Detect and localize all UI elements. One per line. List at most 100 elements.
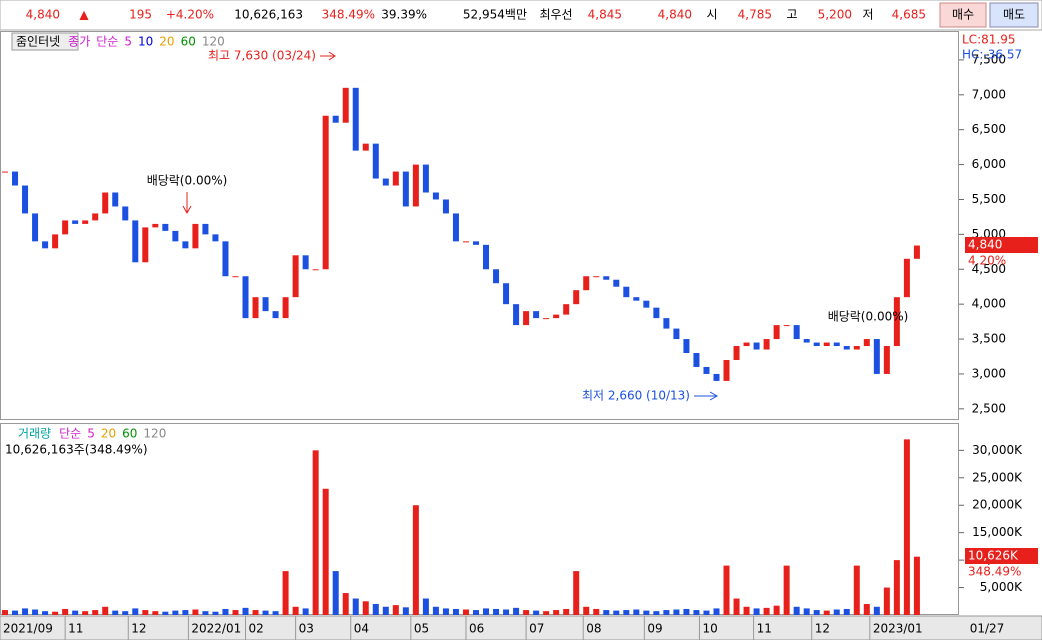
annotation: 배당락(0.00%) <box>828 310 909 324</box>
volume-bar <box>903 439 910 615</box>
volume-bar <box>12 610 19 615</box>
candle <box>733 346 740 360</box>
hc-label: HC:-36.57 <box>962 48 1022 62</box>
volume-bar <box>212 611 219 615</box>
x-tick-label: 11 <box>68 622 83 636</box>
x-tick-label: 07 <box>529 622 544 636</box>
x-tick-label: 02 <box>249 622 264 636</box>
legend-item: 5 <box>124 35 132 49</box>
volume-bar <box>252 610 259 615</box>
legend-item: 5 <box>87 427 95 441</box>
volume-bar <box>112 610 119 615</box>
annotation-arrow <box>182 192 192 215</box>
lc-label: LC:81.95 <box>962 33 1015 47</box>
last-volume-box <box>965 548 1038 564</box>
y-tick-label: 2,500 <box>972 401 1006 415</box>
y-tick-label: 7,000 <box>972 87 1006 101</box>
x-tick-label: 06 <box>469 622 484 636</box>
volume-bar <box>853 565 860 615</box>
candle <box>493 269 500 284</box>
candle <box>483 244 490 270</box>
candle <box>182 241 189 249</box>
last-price-box <box>965 237 1038 253</box>
y-tick-label: 15,000K <box>972 525 1023 539</box>
candle <box>192 223 199 249</box>
volume-bar <box>503 609 510 615</box>
legend-item: 120 <box>143 427 166 441</box>
volume-bar <box>282 571 289 615</box>
candle <box>432 192 439 200</box>
volume-bar <box>613 610 620 615</box>
candle <box>763 339 770 350</box>
sell-label: 매도 <box>1003 8 1025 22</box>
price: 4,840 <box>26 8 60 22</box>
candle <box>452 213 459 242</box>
volume-bar <box>242 607 249 615</box>
legend-item: 단순 <box>96 35 118 49</box>
volume-bar <box>292 606 299 615</box>
candle <box>112 192 119 207</box>
candle <box>843 346 850 350</box>
candle <box>202 223 209 235</box>
y-tick-label: 6,500 <box>972 122 1006 136</box>
candle <box>583 276 590 291</box>
candle <box>62 220 69 235</box>
volume-bar <box>472 610 479 615</box>
volume-bar <box>603 610 610 615</box>
volume-bar <box>773 605 780 615</box>
top-bar-texts: 4,840 ▲ 195 +4.20% 10,626,163 348.49% 39… <box>26 8 926 22</box>
low: 4,685 <box>892 8 926 22</box>
volume-bar <box>142 610 149 615</box>
volume-bar <box>202 611 209 615</box>
y-tick-label: 5,000K <box>980 580 1023 594</box>
candle <box>402 171 409 207</box>
candle <box>613 279 620 287</box>
candle <box>813 342 820 347</box>
annotation: 최저 2,660 (10/13) <box>582 389 690 403</box>
annotation: 최고 7,630 (03/24) <box>208 49 316 63</box>
candle <box>883 346 890 374</box>
volume-bar <box>583 606 590 615</box>
volume-bar <box>683 608 690 615</box>
candle <box>152 223 159 228</box>
legend-item: 120 <box>202 35 225 49</box>
volume-bar <box>753 608 760 615</box>
sell-button[interactable] <box>989 2 1039 28</box>
candle <box>242 276 249 319</box>
buy-button[interactable] <box>939 2 987 28</box>
y-tick-label: 4,500 <box>972 262 1006 276</box>
candle <box>392 171 399 186</box>
candle <box>252 297 259 319</box>
candle <box>523 311 530 326</box>
candle <box>72 220 79 224</box>
legend-item: 20 <box>101 427 116 441</box>
candle <box>633 297 640 301</box>
volume-bar <box>823 610 830 615</box>
volume-bar <box>192 609 199 615</box>
volume-bar <box>803 608 810 615</box>
candle <box>803 339 810 343</box>
candle <box>903 258 910 298</box>
candle <box>873 339 880 374</box>
candle <box>52 234 59 249</box>
candle <box>893 297 900 347</box>
volume-bar <box>122 611 129 615</box>
candle <box>12 171 19 186</box>
legend-item: 60 <box>122 427 137 441</box>
x-tick-label: 12 <box>131 622 146 636</box>
last-ratio: 348.49% <box>968 565 1021 579</box>
x-tick-label: 2023/01 <box>873 622 923 636</box>
volume-bar <box>432 606 439 615</box>
candle <box>723 359 730 381</box>
candle <box>703 366 710 374</box>
y-tick-label: 30,000K <box>972 443 1023 457</box>
volume-bar <box>783 565 790 615</box>
candle <box>823 342 830 347</box>
change: 195 <box>129 8 152 22</box>
legend-item: 10 <box>138 35 153 49</box>
volume-bar <box>372 604 379 615</box>
panel-name: 거래량 <box>18 427 51 441</box>
x-tick-label: 10 <box>702 622 717 636</box>
volume-bar <box>332 571 339 615</box>
volume-bar <box>22 608 29 615</box>
